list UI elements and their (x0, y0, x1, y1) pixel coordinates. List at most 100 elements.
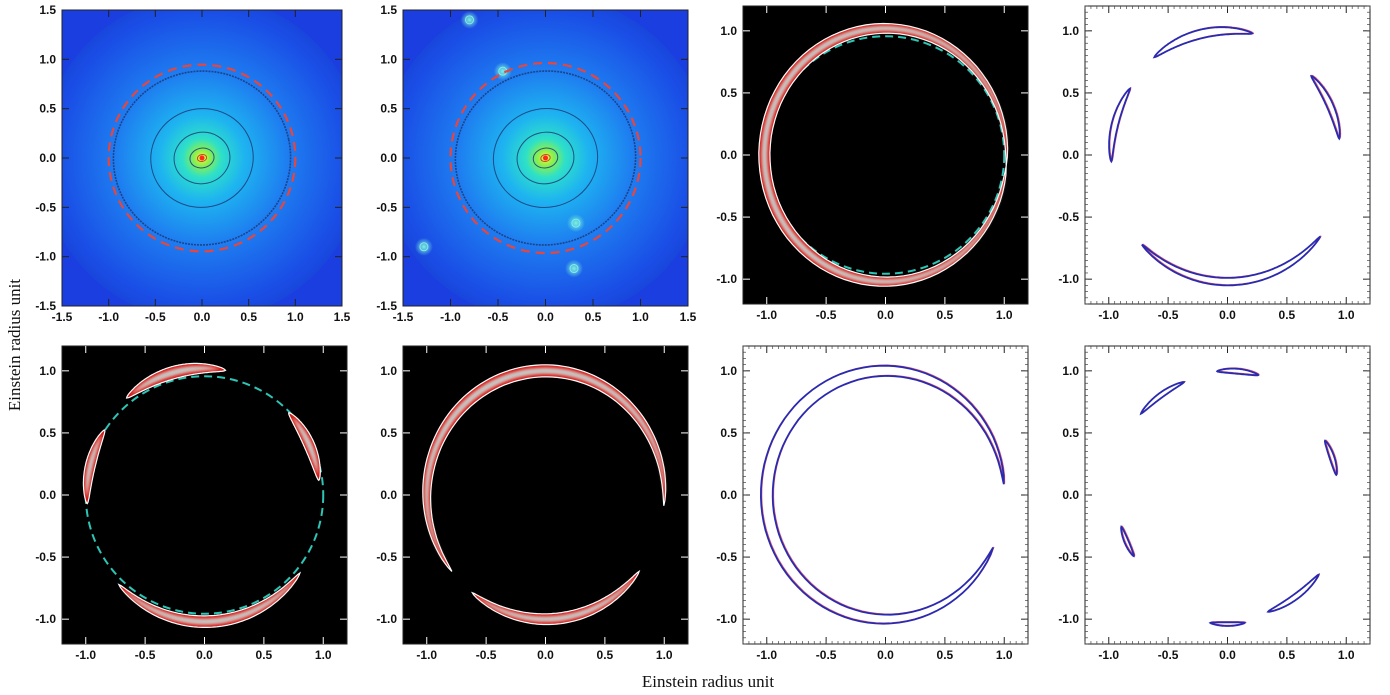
plot-background (743, 346, 1028, 644)
y-axis-label: Einstein radius unit (5, 279, 24, 411)
y-tick-label: -1.0 (1058, 272, 1079, 286)
x-tick-label: 0.5 (1279, 308, 1296, 322)
y-tick-label: 0.0 (1062, 148, 1079, 162)
isodensity-contour (173, 131, 231, 185)
x-tick-label: 0.0 (196, 648, 213, 662)
x-tick-label: 1.0 (315, 648, 332, 662)
y-tick-label: -1.0 (35, 612, 56, 626)
x-axis-label: Einstein radius unit (642, 672, 774, 691)
substructure-clump (566, 214, 585, 233)
x-tick-label: 0.5 (256, 648, 273, 662)
x-tick-label: -1.0 (75, 648, 96, 662)
y-tick-label: 1.0 (380, 364, 397, 378)
x-tick-label: -1.0 (1098, 308, 1119, 322)
x-tick-label: -0.5 (476, 648, 497, 662)
x-tick-label: -1.0 (440, 310, 461, 324)
arc-contour (1108, 86, 1132, 164)
y-tick-label: -0.5 (716, 210, 737, 224)
einstein-circle (84, 375, 325, 615)
einstein-circle (765, 35, 1006, 275)
y-tick-label: -0.5 (1058, 550, 1079, 564)
x-tick-label: 0.0 (1219, 308, 1236, 322)
x-tick-label: -0.5 (1158, 648, 1179, 662)
x-tick-label: 0.0 (877, 308, 894, 322)
substructure-clump (414, 237, 433, 256)
substructure-contour (419, 242, 429, 252)
y-tick-label: -1.0 (35, 250, 56, 264)
panel-bottom-4: -1.0 -0.5 0.0 0.5 1.0 -1.0 -0.5 0.0 0.5 1.0 (1058, 345, 1371, 662)
substructure-contour (465, 15, 474, 25)
einstein-circle (107, 63, 297, 253)
isodensity-contour (112, 70, 292, 246)
y-tick-label: 0.5 (720, 426, 737, 440)
image-background (743, 6, 1028, 304)
y-tick-label: 1.0 (39, 52, 56, 66)
panel-top-4: -1.0 -0.5 0.0 0.5 1.0 -1.0 -0.5 0.0 0.5 1.0 (1058, 5, 1371, 322)
y-tick-label: 0.5 (39, 426, 56, 440)
x-tick-label: -0.5 (145, 310, 166, 324)
arc-contour (1215, 367, 1260, 377)
y-tick-label: 1.0 (380, 52, 397, 66)
x-tick-label: -1.0 (1098, 648, 1119, 662)
lensed-arc (117, 571, 302, 629)
y-tick-label: 0.0 (380, 488, 397, 502)
y-tick-label: 1.0 (1062, 24, 1079, 38)
isodensity-contour (454, 70, 637, 246)
x-tick-label: 1.0 (996, 308, 1013, 322)
x-tick-label: 0.5 (597, 648, 614, 662)
isodensity-contour (196, 153, 208, 163)
substructure-clump (460, 10, 479, 29)
y-tick-label: 1.0 (720, 24, 737, 38)
y-tick-label: 0.0 (39, 151, 56, 165)
y-tick-label: 0.5 (720, 86, 737, 100)
isodensity-contour (532, 147, 559, 169)
arc-contour (1324, 439, 1339, 477)
isodensity-contour (150, 108, 254, 208)
substructure-contour (569, 264, 579, 274)
image-background (62, 346, 347, 644)
x-tick-label: 1.5 (334, 310, 351, 324)
y-tick-label: -0.5 (376, 200, 397, 214)
panel-top-3: -1.0 -0.5 0.0 0.5 1.0 -1.0 -0.5 0.0 0.5 1.0 (716, 5, 1029, 322)
isodensity-contour (516, 131, 575, 185)
x-tick-label: -0.5 (816, 308, 837, 322)
y-tick-label: -0.5 (376, 550, 397, 564)
y-tick-label: 0.5 (1062, 426, 1079, 440)
x-tick-label: 0.0 (537, 648, 554, 662)
y-tick-label: 0.5 (380, 102, 397, 116)
y-tick-label: 1.0 (720, 364, 737, 378)
plot-background (1085, 6, 1370, 304)
y-tick-label: 0.0 (1062, 488, 1079, 502)
x-tick-label: -0.5 (488, 310, 509, 324)
isodensity-contour (189, 147, 215, 169)
y-tick-label: 0.5 (1062, 86, 1079, 100)
y-tick-label: -1.5 (35, 299, 56, 313)
y-tick-label: 0.0 (380, 151, 397, 165)
substructure-contour (571, 218, 581, 228)
x-tick-label: 1.0 (1338, 308, 1355, 322)
arc-contour (1120, 525, 1136, 558)
y-tick-label: -1.0 (376, 250, 397, 264)
arc-contour (1208, 621, 1247, 627)
isodensity-contour (540, 153, 551, 163)
x-tick-label: -1.0 (416, 648, 437, 662)
x-tick-label: 0.5 (937, 648, 954, 662)
substructure-clump (565, 259, 583, 278)
x-tick-label: 0.5 (1279, 648, 1296, 662)
x-tick-label: -1.5 (52, 310, 73, 324)
isodensity-contour (492, 108, 599, 208)
y-tick-label: 1.0 (39, 364, 56, 378)
lensed-arc (758, 22, 1009, 287)
x-tick-label: 1.0 (287, 310, 304, 324)
lensed-arc (288, 412, 321, 482)
y-tick-label: 0.5 (39, 102, 56, 116)
x-tick-label: 1.5 (680, 310, 697, 324)
panel-bottom-1: -1.0 -0.5 0.0 0.5 1.0 -1.0 -0.5 0.0 0.5 1.0 (35, 345, 348, 662)
y-tick-label: -1.0 (716, 272, 737, 286)
lensed-arc (125, 362, 227, 399)
x-tick-label: 0.0 (877, 648, 894, 662)
y-tick-label: -1.5 (376, 299, 397, 313)
x-tick-label: 1.0 (656, 648, 673, 662)
arc-contour (1152, 26, 1255, 59)
